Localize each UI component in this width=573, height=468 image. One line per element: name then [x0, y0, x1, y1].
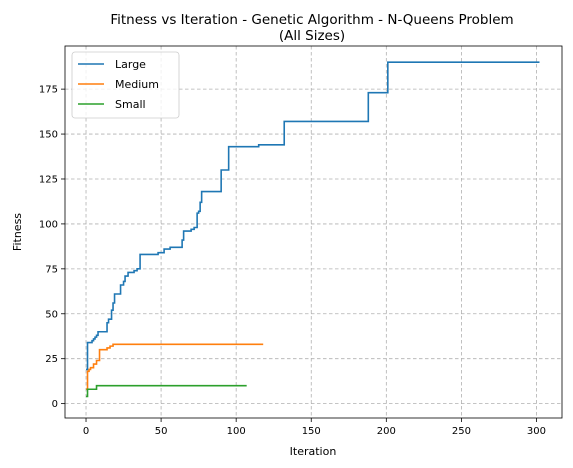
legend-label-large: Large: [115, 58, 146, 71]
y-tick-label: 50: [45, 309, 58, 320]
y-tick-label: 100: [39, 219, 58, 230]
x-axis-label: Iteration: [290, 445, 337, 458]
series-line-small: [86, 384, 247, 398]
y-axis-label: Fitness: [11, 213, 24, 251]
legend-box: [71, 51, 180, 119]
grid: [65, 46, 562, 418]
y-tick-label: 25: [45, 354, 58, 365]
chart-title: Fitness vs Iteration - Genetic Algorithm…: [110, 12, 513, 28]
x-tick-label: 150: [302, 426, 321, 437]
x-tick-label: 300: [527, 426, 546, 437]
chart-subtitle: (All Sizes): [279, 28, 345, 44]
plot-area-frame: [64, 45, 563, 419]
y-tick-label: 125: [39, 174, 58, 185]
series-lines: [86, 61, 540, 398]
x-tick-label: 200: [377, 426, 396, 437]
y-tick-label: 150: [39, 130, 58, 141]
y-tick-label: 75: [45, 264, 58, 275]
legend-label-small: Small: [115, 98, 146, 111]
axis-ticks: 0 50 100 150 200 250 300 0 25 50 75 100 125 150 175: [39, 85, 546, 437]
x-tick-label: 50: [155, 426, 168, 437]
legend: Large Medium Small: [71, 51, 180, 119]
series-line-medium: [86, 343, 264, 391]
legend-label-medium: Medium: [115, 78, 159, 91]
x-tick-label: 250: [452, 426, 471, 437]
x-tick-label: 100: [227, 426, 246, 437]
y-tick-label: 0: [52, 399, 58, 410]
y-tick-label: 175: [39, 85, 58, 96]
series-line-large: [86, 61, 540, 371]
x-tick-label: 0: [83, 426, 89, 437]
